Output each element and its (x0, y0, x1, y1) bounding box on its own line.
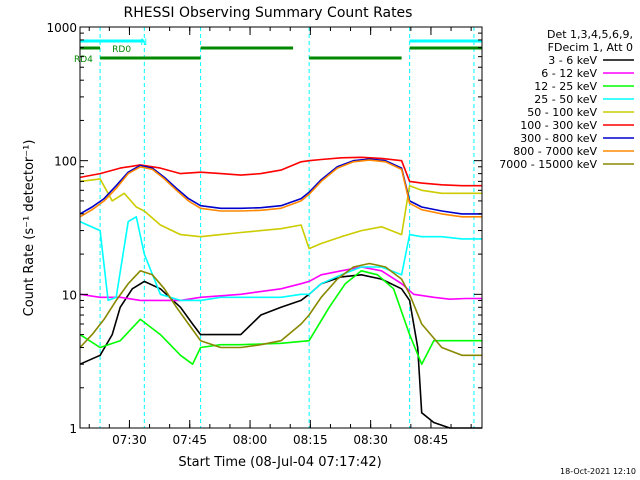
legend: Det 1,3,4,5,6,9,FDecim 1, Att 03 - 6 keV… (499, 28, 634, 171)
legend-label-5: 100 - 300 keV (520, 119, 597, 132)
legend-label-7: 800 - 7000 keV (513, 145, 597, 158)
y-axis: 1 10 100 1000 (46, 21, 482, 436)
legend-label-4: 50 - 100 keV (527, 106, 597, 119)
y-tick-label-3: 1000 (46, 21, 77, 35)
x-tick-label-5: 08:45 (414, 433, 449, 447)
flag-n-label: N (140, 38, 147, 48)
plot-frame (79, 26, 483, 429)
series-line-2 (79, 269, 482, 366)
timestamp: 18-Oct-2021 12:10 (560, 467, 636, 476)
legend-label-6: 300 - 800 keV (520, 132, 597, 145)
legend-label-8: 7000 - 15000 keV (499, 158, 597, 171)
y-tick-label-2: 100 (54, 155, 77, 169)
y-axis-label: Count Rate (s⁻¹ detector⁻¹) (22, 140, 37, 317)
chart-title: RHESSI Observing Summary Count Rates (124, 5, 413, 21)
y-tick-label-0: 1 (69, 422, 77, 436)
x-axis: 07:30 07:45 08:00 08:15 08:30 08:45 (88, 27, 472, 447)
legend-header-1: FDecim 1, Att 0 (548, 41, 633, 54)
legend-header-0: Det 1,3,4,5,6,9, (547, 28, 633, 41)
flag-rd4-label: RD4 (74, 55, 93, 65)
x-tick-label-3: 08:15 (293, 433, 328, 447)
series-line-1 (79, 266, 482, 302)
series-line-3 (79, 216, 482, 302)
legend-label-2: 12 - 25 keV (534, 80, 597, 93)
series-line-5 (79, 156, 482, 187)
x-tick-label-2: 08:00 (233, 433, 268, 447)
x-tick-label-0: 07:30 (112, 433, 147, 447)
flag-rd0-label: RD0 (112, 45, 131, 55)
series-line-4 (79, 178, 482, 250)
plot-area: N RD0 RD4 (74, 27, 482, 429)
x-tick-label-1: 07:45 (172, 433, 207, 447)
series-line-7 (79, 159, 482, 218)
y-tick-label-1: 10 (62, 288, 77, 302)
series-line-0 (79, 273, 482, 429)
series-line-8 (79, 262, 482, 357)
x-axis-label: Start Time (08-Jul-04 07:17:42) (178, 455, 381, 470)
legend-label-3: 25 - 50 keV (534, 93, 597, 106)
x-tick-label-4: 08:30 (353, 433, 388, 447)
legend-label-1: 6 - 12 keV (541, 67, 597, 80)
legend-label-0: 3 - 6 keV (548, 54, 597, 67)
